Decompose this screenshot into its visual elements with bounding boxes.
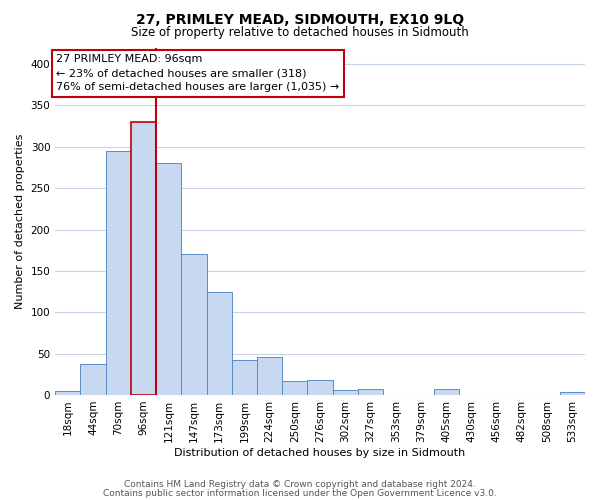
Bar <box>307 380 332 395</box>
Bar <box>434 389 459 395</box>
Bar <box>181 254 206 395</box>
Bar <box>257 357 282 395</box>
Text: 27 PRIMLEY MEAD: 96sqm
← 23% of detached houses are smaller (318)
76% of semi-de: 27 PRIMLEY MEAD: 96sqm ← 23% of detached… <box>56 54 340 92</box>
Y-axis label: Number of detached properties: Number of detached properties <box>15 134 25 309</box>
Bar <box>80 364 106 395</box>
Text: Contains public sector information licensed under the Open Government Licence v3: Contains public sector information licen… <box>103 488 497 498</box>
Bar <box>232 360 257 395</box>
Bar <box>156 164 181 395</box>
Bar <box>106 151 131 395</box>
Bar <box>560 392 585 395</box>
Bar <box>282 381 307 395</box>
Bar <box>358 389 383 395</box>
X-axis label: Distribution of detached houses by size in Sidmouth: Distribution of detached houses by size … <box>175 448 466 458</box>
Bar <box>332 390 358 395</box>
Text: 27, PRIMLEY MEAD, SIDMOUTH, EX10 9LQ: 27, PRIMLEY MEAD, SIDMOUTH, EX10 9LQ <box>136 12 464 26</box>
Text: Size of property relative to detached houses in Sidmouth: Size of property relative to detached ho… <box>131 26 469 39</box>
Bar <box>55 391 80 395</box>
Text: Contains HM Land Registry data © Crown copyright and database right 2024.: Contains HM Land Registry data © Crown c… <box>124 480 476 489</box>
Bar <box>131 122 156 395</box>
Bar <box>206 292 232 395</box>
